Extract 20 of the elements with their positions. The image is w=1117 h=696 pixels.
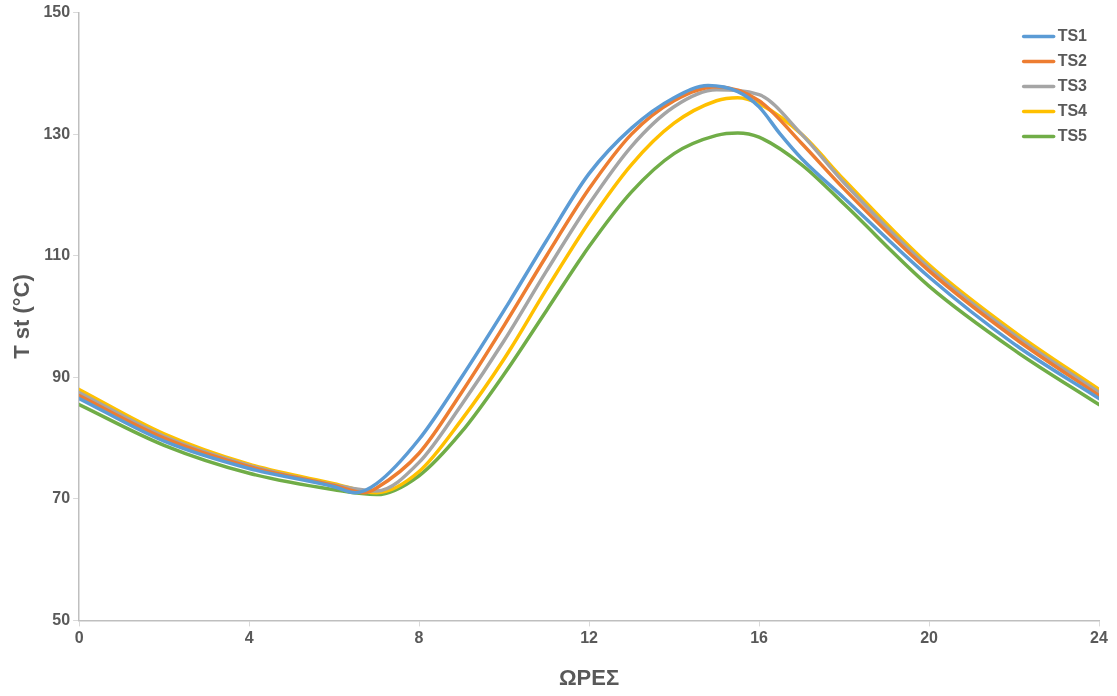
legend-label: TS5 (1057, 127, 1088, 145)
y-tick-label: 50 (52, 610, 71, 628)
x-tick-label: 4 (244, 629, 254, 647)
legend-label: TS1 (1057, 27, 1088, 45)
x-tick-label: 12 (580, 629, 599, 647)
x-axis-title: ΩΡΕΣ (558, 664, 620, 690)
x-tick-label: 16 (750, 629, 769, 647)
x-tick-label: 24 (1090, 629, 1108, 647)
x-tick-label: 8 (414, 629, 424, 647)
legend-label: TS3 (1057, 77, 1088, 95)
y-tick-label: 110 (44, 246, 71, 264)
y-tick-label: 90 (52, 367, 71, 385)
x-tick-label: 20 (920, 629, 939, 647)
legend-label: TS4 (1057, 102, 1088, 120)
y-axis-title: T st (°C) (9, 274, 35, 359)
y-tick-label: 70 (52, 489, 71, 507)
legend-label: TS2 (1057, 52, 1088, 70)
x-tick-label: 0 (74, 629, 84, 647)
y-tick-label: 130 (43, 124, 71, 142)
y-tick-label: 150 (43, 3, 71, 21)
